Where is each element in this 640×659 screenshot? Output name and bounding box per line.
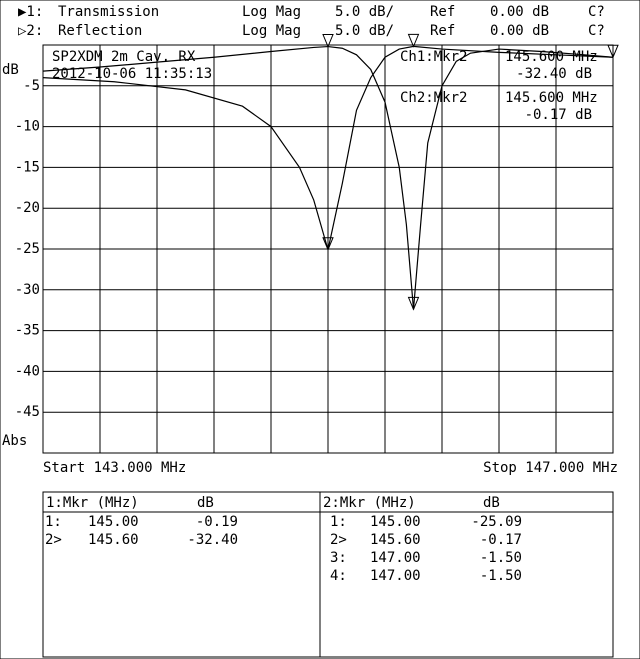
y-tick-label: -25 [15,241,40,257]
marker-frequency: 145.60 [370,532,421,548]
marker-level: -1.50 [480,568,522,584]
marker-frequency: 145.00 [370,514,421,530]
y-tick-label: -10 [15,119,40,135]
y-axis-label: dB [2,62,19,78]
readout-frequency: 145.600 MHz [505,90,598,106]
marker-triangle [322,34,334,48]
ref-value: 0.00 dB [490,23,549,39]
readout-label: Ch1:Mkr2 [400,49,467,65]
marker-level: -25.09 [471,514,522,530]
chart-title: SP2XDM 2m Cav. RX [52,49,196,65]
y-tick-label: -30 [15,282,40,298]
readout-label: Ch2:Mkr2 [400,90,467,106]
marker-level: -32.40 [187,532,238,548]
marker-frequency: 145.00 [88,514,139,530]
marker-index: 3: [330,550,347,566]
start-label: Start 143.000 MHz [43,460,186,476]
trace-format: Log Mag [242,23,301,39]
y-tick-label: -20 [15,200,40,216]
marker-level: -1.50 [480,550,522,566]
cal-status: C? [588,4,605,20]
trace-scale: 5.0 dB/ [335,23,394,39]
marker-triangle [607,44,619,59]
trace-scale: 5.0 dB/ [335,4,394,20]
readout-frequency: 145.600 MHz [505,49,598,65]
trace-format: Log Mag [242,4,301,20]
marker-frequency: 147.00 [370,568,421,584]
marker-frequency: 145.60 [88,532,139,548]
trace-name: Transmission [58,4,159,20]
trace-prefix: ▶1: [18,4,43,20]
marker-level: -0.19 [196,514,238,530]
y-tick-label: -5 [23,78,40,94]
cal-status: C? [588,23,605,39]
marker-table-header: 1:Mkr (MHz) [46,495,139,511]
marker-triangle [407,296,420,311]
y-tick-label: -15 [15,159,40,175]
marker-table-header: 2:Mkr (MHz) [323,495,416,511]
marker-index: 4: [330,568,347,584]
ref-label: Ref [430,23,455,39]
readout-level: -0.17 dB [525,107,592,123]
marker-triangle [407,33,420,48]
marker-index: 2> [45,532,62,548]
readout-level: -32.40 dB [516,66,592,82]
marker-frequency: 147.00 [370,550,421,566]
trace-prefix: ▷2: [18,23,43,39]
marker-index: 2> [330,532,347,548]
trace-name: Reflection [58,23,142,39]
marker-level: -0.17 [480,532,522,548]
stop-label: Stop 147.000 MHz [483,460,618,476]
marker-index: 1: [330,514,347,530]
y-tick-label: -40 [15,363,40,379]
marker-table-header: dB [197,495,214,511]
marker-table-frame [319,491,614,658]
chart-subtitle: 2012-10-06 11:35:13 [52,66,212,82]
marker-triangle [322,237,334,252]
trace-line [42,45,614,250]
ref-value: 0.00 dB [490,4,549,20]
ref-label: Ref [430,4,455,20]
marker-index: 1: [45,514,62,530]
y-tick-label: -35 [15,323,40,339]
marker-table-header: dB [483,495,500,511]
y-tick-label: -45 [15,404,40,420]
y-axis-label-bottom: Abs [2,433,27,449]
